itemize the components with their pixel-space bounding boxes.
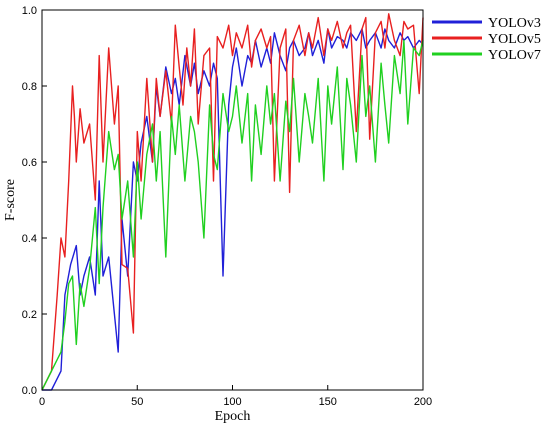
x-tick-label: 200 xyxy=(414,396,432,408)
x-tick-label: 150 xyxy=(319,396,337,408)
series-line-yolov7 xyxy=(41,39,424,391)
x-axis-title: Epoch xyxy=(215,409,251,424)
x-tick-label: 100 xyxy=(223,396,241,408)
y-tick-label: 0.2 xyxy=(22,309,37,321)
y-axis: 0.0 0.2 0.4 0.6 0.8 1.0 xyxy=(22,5,47,397)
y-tick-label: 0.0 xyxy=(22,385,37,397)
x-axis: 0 50 100 150 200 xyxy=(39,385,432,408)
y-tick-label: 0.8 xyxy=(22,81,37,93)
y-axis-title: F-score xyxy=(3,179,18,221)
y-tick-label: 1.0 xyxy=(22,5,37,17)
y-tick-label: 0.4 xyxy=(22,233,37,245)
legend-label-yolov3: YOLOv3 xyxy=(488,16,541,31)
legend-label-yolov5: YOLOv5 xyxy=(488,32,541,47)
series-layer xyxy=(41,13,424,391)
y-tick-label: 0.6 xyxy=(22,157,37,169)
legend-label-yolov7: YOLOv7 xyxy=(488,48,541,63)
series-line-yolov5 xyxy=(41,13,424,391)
x-tick-label: 0 xyxy=(39,396,45,408)
x-tick-label: 50 xyxy=(131,396,143,408)
